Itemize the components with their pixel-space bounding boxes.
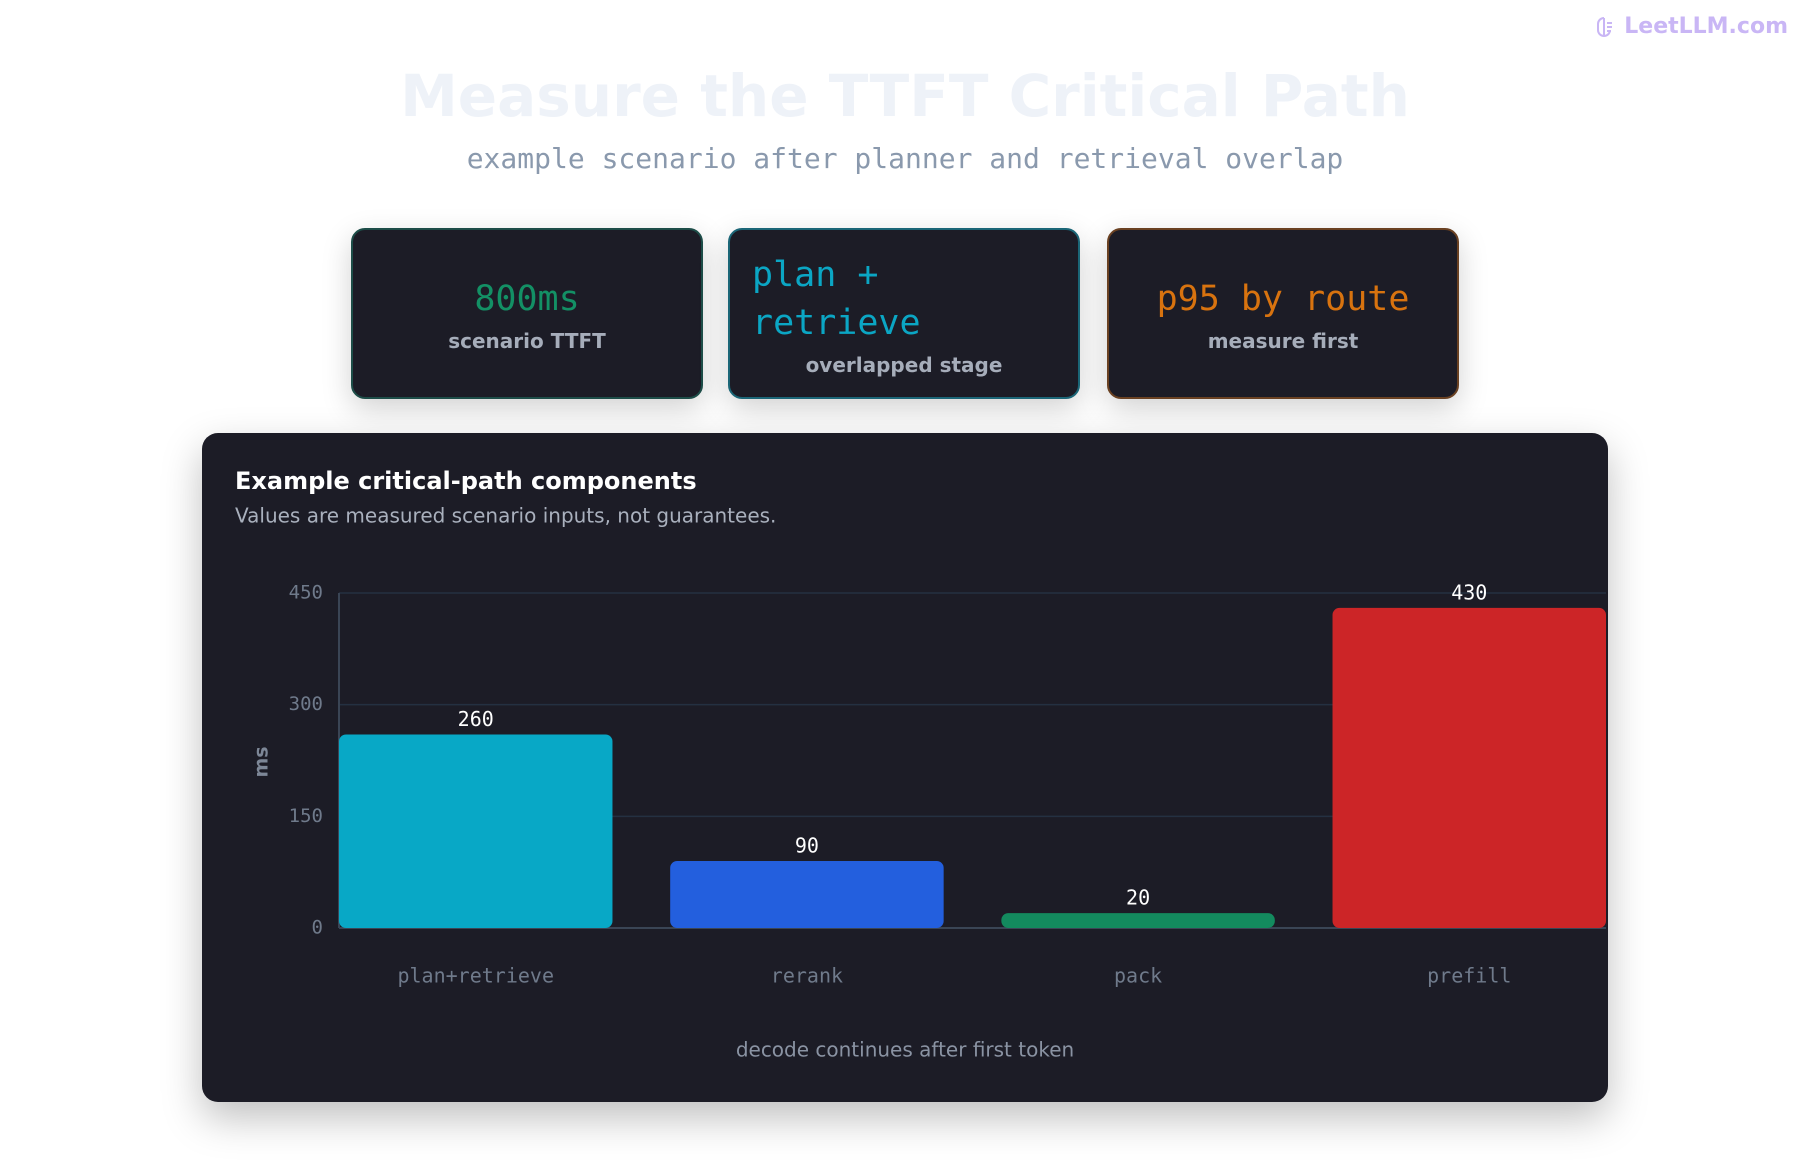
- value-label: 430: [1451, 580, 1487, 604]
- brand-icon: [1597, 16, 1613, 37]
- bar: [670, 861, 944, 928]
- y-tick-label: 0: [312, 917, 323, 939]
- chart-subtitle: Values are measured scenario inputs, not…: [235, 504, 776, 528]
- x-tick-label: prefill: [1427, 964, 1511, 988]
- stat-card: p95 by route measure first: [1107, 228, 1459, 399]
- page-title: Measure the TTFT Critical Path: [400, 62, 1410, 130]
- card-label: scenario TTFT: [448, 328, 606, 353]
- card-label: overlapped stage: [805, 352, 1003, 377]
- stat-card: 800ms scenario TTFT: [351, 228, 703, 399]
- x-tick-label: pack: [1114, 964, 1162, 988]
- x-tick-label: rerank: [771, 964, 843, 988]
- y-tick-label: 150: [289, 805, 323, 827]
- card-value: 800ms: [474, 278, 580, 319]
- bar: [1001, 913, 1275, 928]
- card-label: measure first: [1207, 328, 1359, 353]
- bar: [1332, 607, 1606, 928]
- value-label: 90: [795, 834, 819, 858]
- page-subtitle: example scenario after planner and retri…: [466, 142, 1344, 175]
- chart-note: decode continues after first token: [736, 1038, 1074, 1062]
- chart-title: Example critical-path components: [235, 467, 697, 495]
- card-value: p95 by route: [1156, 278, 1410, 319]
- card-value: plan + retrieve: [752, 254, 921, 343]
- stat-card: plan + retrieve overlapped stage: [728, 228, 1080, 399]
- bar: [339, 734, 613, 928]
- x-tick-label: plan+retrieve: [397, 964, 554, 988]
- brand-text: LeetLLM.com: [1624, 14, 1788, 39]
- y-tick-label: 450: [289, 582, 323, 604]
- value-label: 260: [458, 707, 494, 731]
- brand: LeetLLM.com: [1592, 14, 1788, 39]
- value-label: 20: [1126, 886, 1150, 910]
- y-axis-label: ms: [251, 746, 273, 777]
- y-tick-label: 300: [289, 693, 323, 715]
